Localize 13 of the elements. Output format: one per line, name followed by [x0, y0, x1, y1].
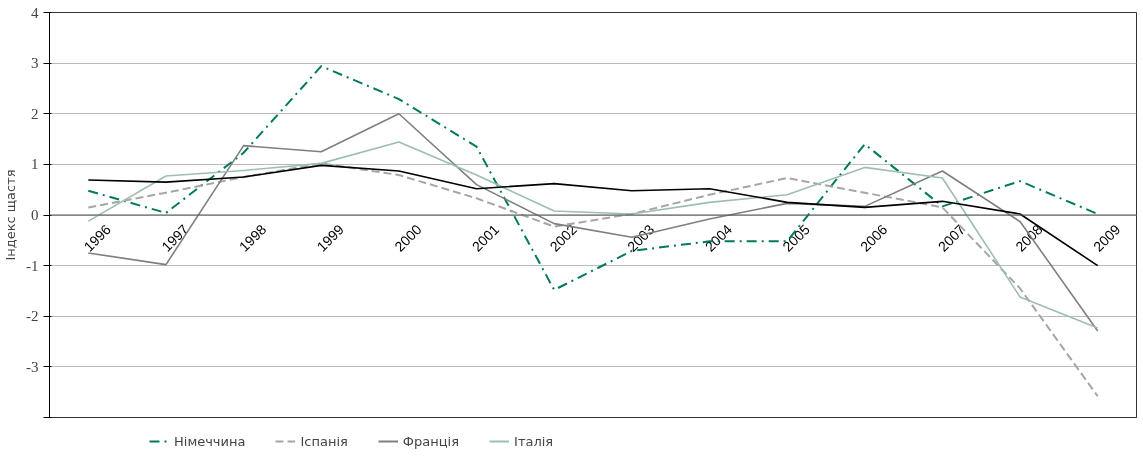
y-tick-label: -1	[26, 257, 39, 274]
y-tick-label: 2	[31, 105, 39, 122]
y-tick-label: 0	[31, 207, 39, 223]
y-tick-label: -3	[26, 358, 39, 375]
y-tick-label: 1	[31, 156, 39, 173]
legend-label: Іспанія	[300, 433, 348, 449]
legend-label: Німеччина	[174, 433, 246, 449]
y-tick-label: -2	[26, 308, 39, 325]
y-tick-label: 4	[31, 4, 39, 21]
y-tick-label: 3	[31, 55, 39, 72]
legend-label: Франція	[402, 433, 460, 449]
legend-label: Італія	[514, 433, 554, 449]
y-axis-title: Індекс щастя	[3, 169, 18, 261]
